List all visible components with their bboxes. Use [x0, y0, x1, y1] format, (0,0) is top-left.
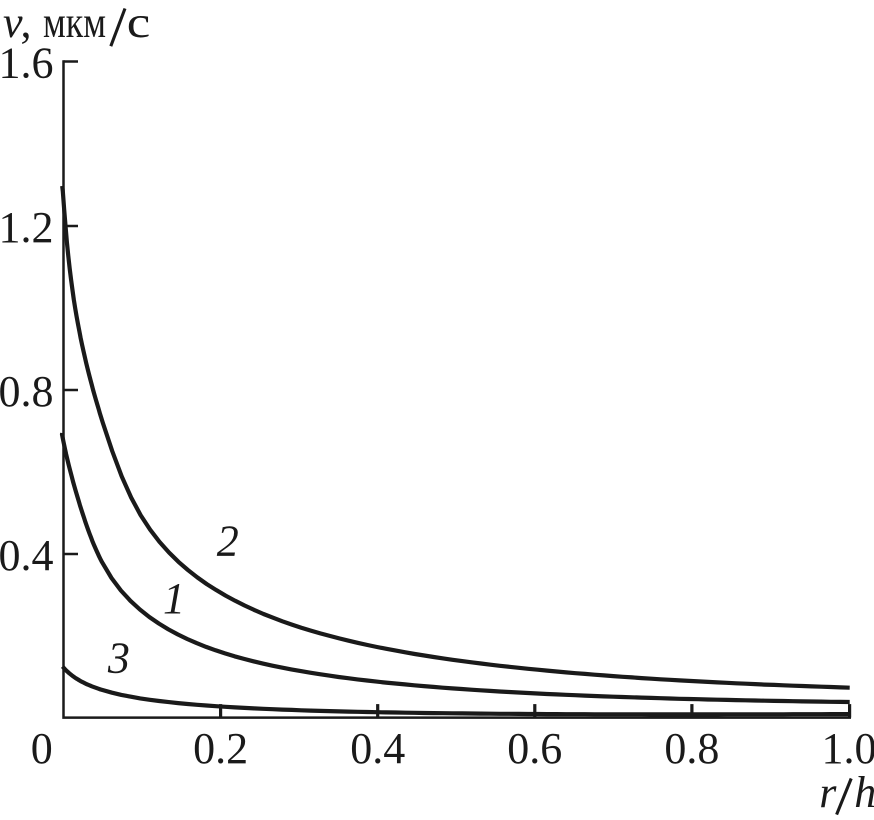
- svg-text:1.6: 1.6: [0, 39, 54, 88]
- svg-text:0: 0: [31, 724, 53, 773]
- svg-text:0.6: 0.6: [507, 724, 562, 773]
- svg-text:,: ,: [21, 0, 32, 47]
- svg-text:0.4: 0.4: [350, 724, 405, 773]
- svg-text:мкм: мкм: [43, 0, 106, 47]
- svg-text:r: r: [819, 768, 837, 817]
- svg-text:1.0: 1.0: [822, 724, 874, 773]
- svg-text:3: 3: [107, 634, 130, 683]
- svg-text:с: с: [127, 0, 151, 47]
- svg-text:1.2: 1.2: [0, 203, 54, 252]
- svg-text:1: 1: [163, 574, 185, 623]
- svg-text:0.4: 0.4: [0, 531, 54, 580]
- svg-text:0.2: 0.2: [193, 724, 248, 773]
- svg-text:2: 2: [217, 517, 239, 566]
- svg-text:0.8: 0.8: [0, 367, 54, 416]
- svg-text:v: v: [3, 0, 23, 47]
- svg-text:h: h: [854, 768, 874, 817]
- svg-text:0.8: 0.8: [664, 724, 719, 773]
